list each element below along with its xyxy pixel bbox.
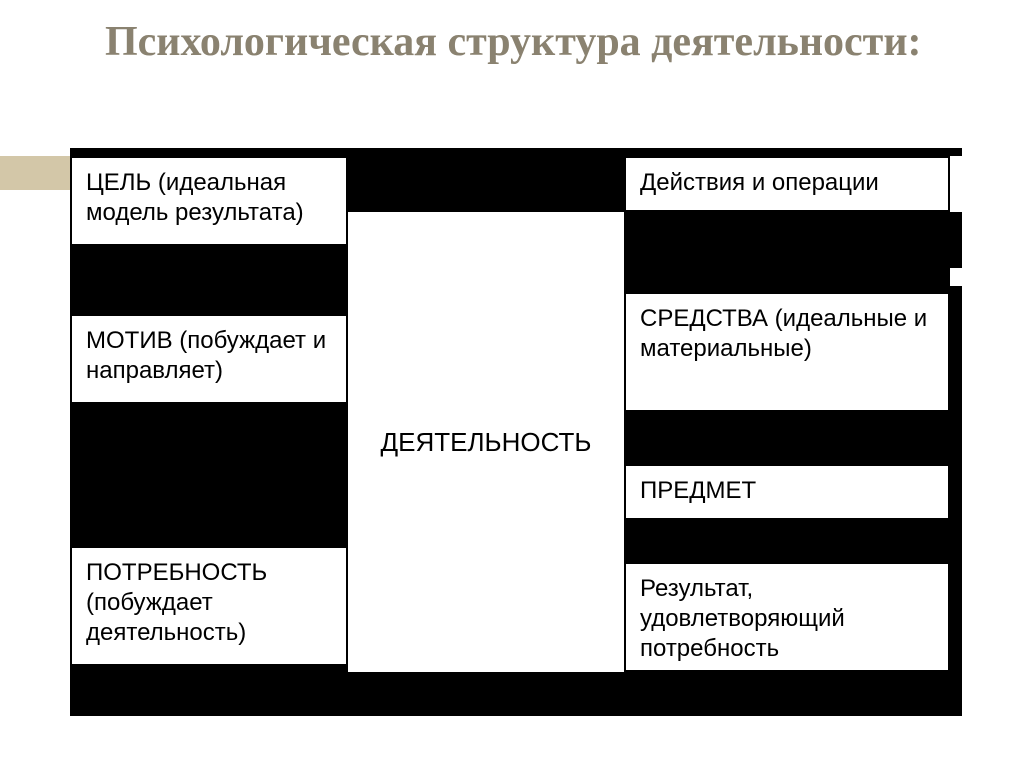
right-node-label: ПРЕДМЕТ [640,477,756,504]
right-node-label: СРЕДСТВА (идеальные и материальные) [640,305,927,362]
left-node-label: ПОТРЕБНОСТЬ (побуждает деятельность) [86,559,267,646]
left-node-need: ПОТРЕБНОСТЬ (побуждает деятельность) [70,546,348,666]
left-node-label: МОТИВ (побуждает и направляет) [86,327,326,384]
left-node-label: ЦЕЛЬ (идеальная модель результата) [86,169,304,226]
center-node-label: ДЕЯТЕЛЬНОСТЬ [381,427,592,458]
right-node-means: СРЕДСТВА (идеальные и материальные) [624,292,950,412]
slide-title: Психологическая структура деятельности: [105,18,984,66]
left-node-motive: МОТИВ (побуждает и направляет) [70,314,348,404]
left-node-goal: ЦЕЛЬ (идеальная модель результата) [70,156,348,246]
right-node-label: Действия и операции [640,169,879,196]
right-node-result: Результат, удовлетворяющий потребность [624,562,950,672]
center-node: ДЕЯТЕЛЬНОСТЬ [348,212,624,672]
right-node-label: Результат, удовлетворяющий потребность [640,575,845,662]
structure-diagram: ДЕЯТЕЛЬНОСТЬ ЦЕЛЬ (идеальная модель резу… [70,148,962,716]
right-node-subject: ПРЕДМЕТ [624,464,950,520]
accent-bar [0,156,70,190]
right-node-actions: Действия и операции [624,156,950,212]
